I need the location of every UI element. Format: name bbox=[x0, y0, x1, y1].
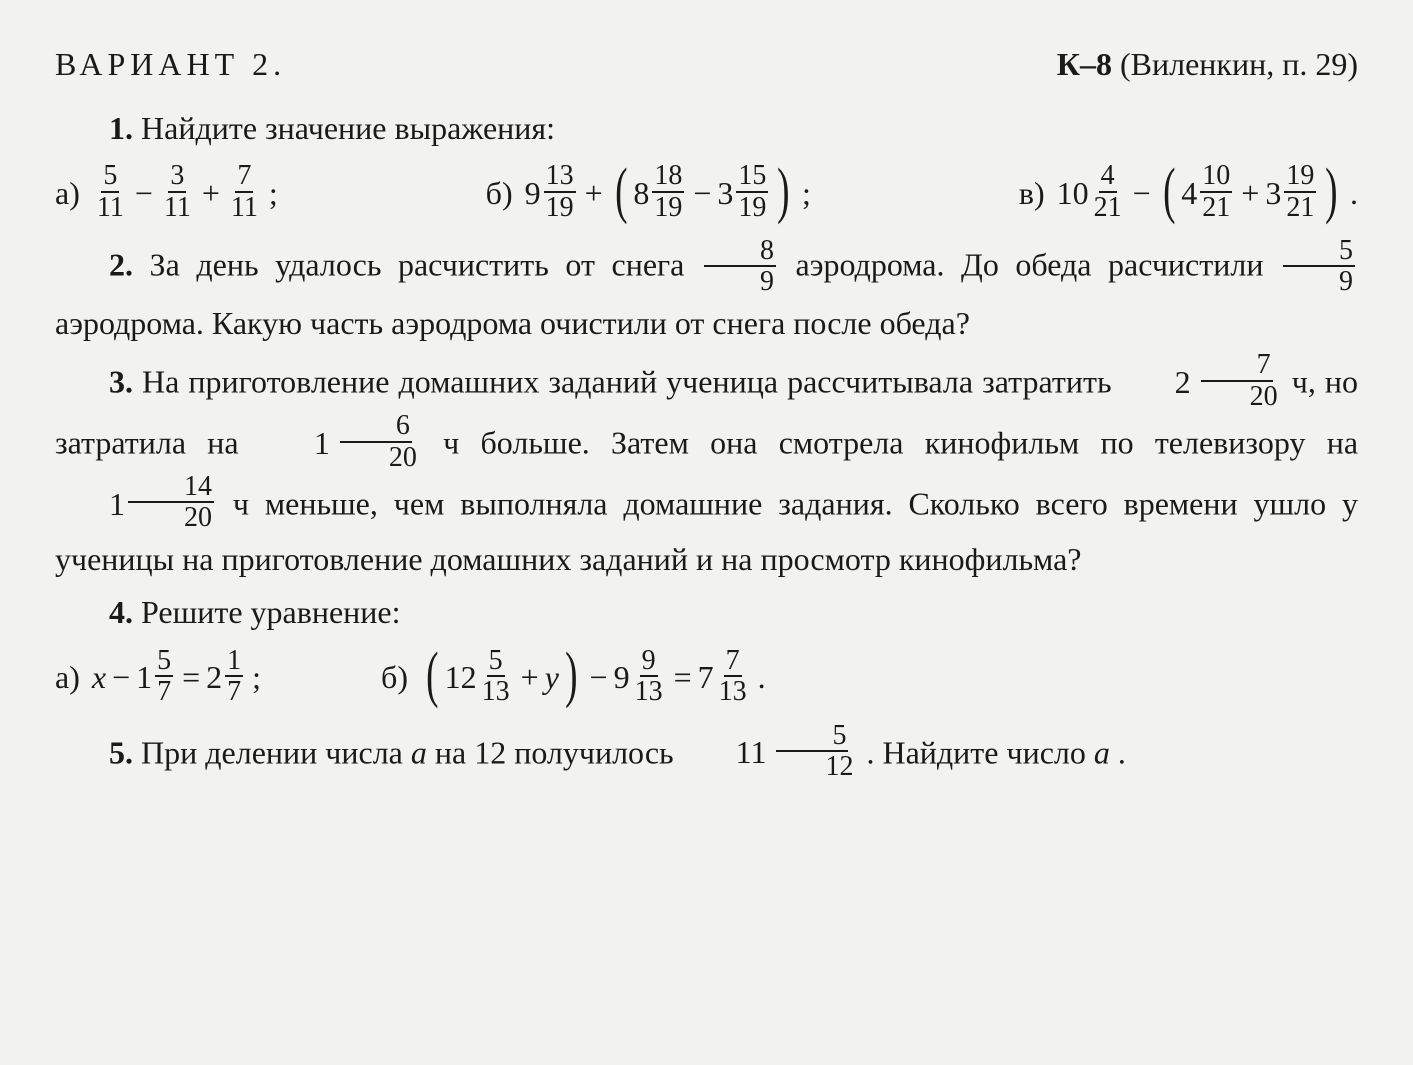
plus-sign: + bbox=[202, 169, 220, 219]
end-1b: ; bbox=[802, 169, 811, 219]
label-4a: а) bbox=[55, 653, 80, 703]
problem-4-text: Решите уравнение: bbox=[133, 594, 401, 630]
minus-sign: − bbox=[693, 169, 711, 219]
mixed-p3-1: 2720 bbox=[1121, 352, 1283, 413]
label-1c: в) bbox=[1019, 169, 1045, 219]
end-1c: . bbox=[1350, 169, 1358, 219]
frac-1a-1: 511 bbox=[95, 161, 126, 222]
mixed-1b-3: 31519 bbox=[717, 163, 771, 224]
var-a-1: a bbox=[411, 734, 427, 770]
plus-sign: + bbox=[585, 169, 603, 219]
p3-t3: ч больше. Затем она смотрела кинофильм п… bbox=[443, 425, 1358, 461]
p2-t1: За день удалось расчистить от снега bbox=[133, 247, 701, 283]
p2-t2: аэродрома. До обеда расчистили bbox=[796, 247, 1281, 283]
p2-t3: аэродрома. Какую часть аэродрома очистил… bbox=[55, 305, 970, 341]
problem-5-num: 5. bbox=[109, 734, 133, 770]
expr-4a: а) x − 157 = 217 ; bbox=[55, 648, 261, 709]
expr-1c: в) 10421 − ( 41021 + 31921 ) . bbox=[1019, 163, 1358, 224]
mixed-4a-1: 157 bbox=[136, 648, 176, 709]
k-ref-bold: К–8 bbox=[1057, 46, 1112, 82]
frac-1a-2: 311 bbox=[162, 161, 193, 222]
problem-1-num: 1. bbox=[109, 110, 133, 146]
k-ref: К–8 (Виленкин, п. 29) bbox=[1057, 40, 1358, 90]
mixed-4b-3: 7713 bbox=[698, 648, 752, 709]
p5-t2: на 12 получилось bbox=[435, 734, 682, 770]
mixed-1b-2: 81819 bbox=[633, 163, 687, 224]
problem-4-expressions: а) x − 157 = 217 ; б) ( 12513 + y ) − 99… bbox=[55, 648, 1358, 709]
label-1a: а) bbox=[55, 169, 80, 219]
minus-sign: − bbox=[112, 653, 130, 703]
variant-title: ВАРИАНТ 2. bbox=[55, 40, 286, 90]
mixed-1c-3: 31921 bbox=[1265, 163, 1319, 224]
mixed-p3-3: 11420 bbox=[55, 474, 217, 535]
p5-t4: . bbox=[1118, 734, 1126, 770]
var-a-2: a bbox=[1094, 734, 1110, 770]
p3-t1: На приготовление домашних заданий учениц… bbox=[133, 364, 1121, 400]
mixed-4b-2: 9913 bbox=[614, 648, 668, 709]
p3-t4: ч меньше, чем выпол­няла домашние задани… bbox=[55, 486, 1358, 577]
end-4b: . bbox=[758, 653, 766, 703]
problem-3-num: 3. bbox=[109, 364, 133, 400]
frac-p2-1: 89 bbox=[704, 236, 776, 297]
header: ВАРИАНТ 2. К–8 (Виленкин, п. 29) bbox=[55, 40, 1358, 90]
var-y: y bbox=[545, 653, 559, 703]
problem-4-intro: 4. Решите уравнение: bbox=[55, 588, 1358, 638]
label-1b: б) bbox=[486, 169, 513, 219]
page: ВАРИАНТ 2. К–8 (Виленкин, п. 29) 1. Найд… bbox=[0, 0, 1413, 827]
frac-p2-2: 59 bbox=[1283, 236, 1355, 297]
minus-sign: − bbox=[590, 653, 608, 703]
expr-1b: б) 91319 + ( 81819 − 31519 ) ; bbox=[486, 163, 811, 224]
p5-t3: . Найдите число bbox=[866, 734, 1093, 770]
mixed-p3-2: 1620 bbox=[260, 413, 422, 474]
expr-1a: а) 511 − 311 + 711 ; bbox=[55, 163, 278, 224]
problem-1-text: Найдите значение выражения: bbox=[133, 110, 555, 146]
minus-sign: − bbox=[135, 169, 153, 219]
expr-4b: б) ( 12513 + y ) − 9913 = 7713 . bbox=[381, 648, 766, 709]
mixed-p5-1: 11512 bbox=[682, 723, 859, 784]
problem-3: 3. На приготовление домашних заданий уче… bbox=[55, 352, 1358, 584]
end-4a: ; bbox=[252, 653, 261, 703]
mixed-1b-1: 91319 bbox=[525, 163, 579, 224]
problem-5: 5. При делении числа a на 12 получилось … bbox=[55, 723, 1358, 784]
plus-sign: + bbox=[1241, 169, 1259, 219]
problem-1-intro: 1. Найдите значение выражения: bbox=[55, 104, 1358, 154]
mixed-4b-1: 12513 bbox=[445, 648, 515, 709]
label-4b: б) bbox=[381, 653, 408, 703]
frac-1a-3: 711 bbox=[229, 161, 260, 222]
equals-sign: = bbox=[674, 653, 692, 703]
mixed-4a-2: 217 bbox=[206, 648, 246, 709]
mixed-1c-2: 41021 bbox=[1181, 163, 1235, 224]
var-x: x bbox=[92, 653, 106, 703]
plus-sign: + bbox=[521, 653, 539, 703]
problem-2: 2. За день удалось расчистить от снега 8… bbox=[55, 238, 1358, 348]
p5-t1: При делении числа bbox=[133, 734, 411, 770]
problem-4-num: 4. bbox=[109, 594, 133, 630]
mixed-1c-1: 10421 bbox=[1057, 163, 1127, 224]
problem-2-num: 2. bbox=[109, 247, 133, 283]
k-ref-rest: (Виленкин, п. 29) bbox=[1112, 46, 1358, 82]
minus-sign: − bbox=[1133, 169, 1151, 219]
equals-sign: = bbox=[182, 653, 200, 703]
end-1a: ; bbox=[269, 169, 278, 219]
problem-1-expressions: а) 511 − 311 + 711 ; б) 91319 + ( 81819 … bbox=[55, 163, 1358, 224]
